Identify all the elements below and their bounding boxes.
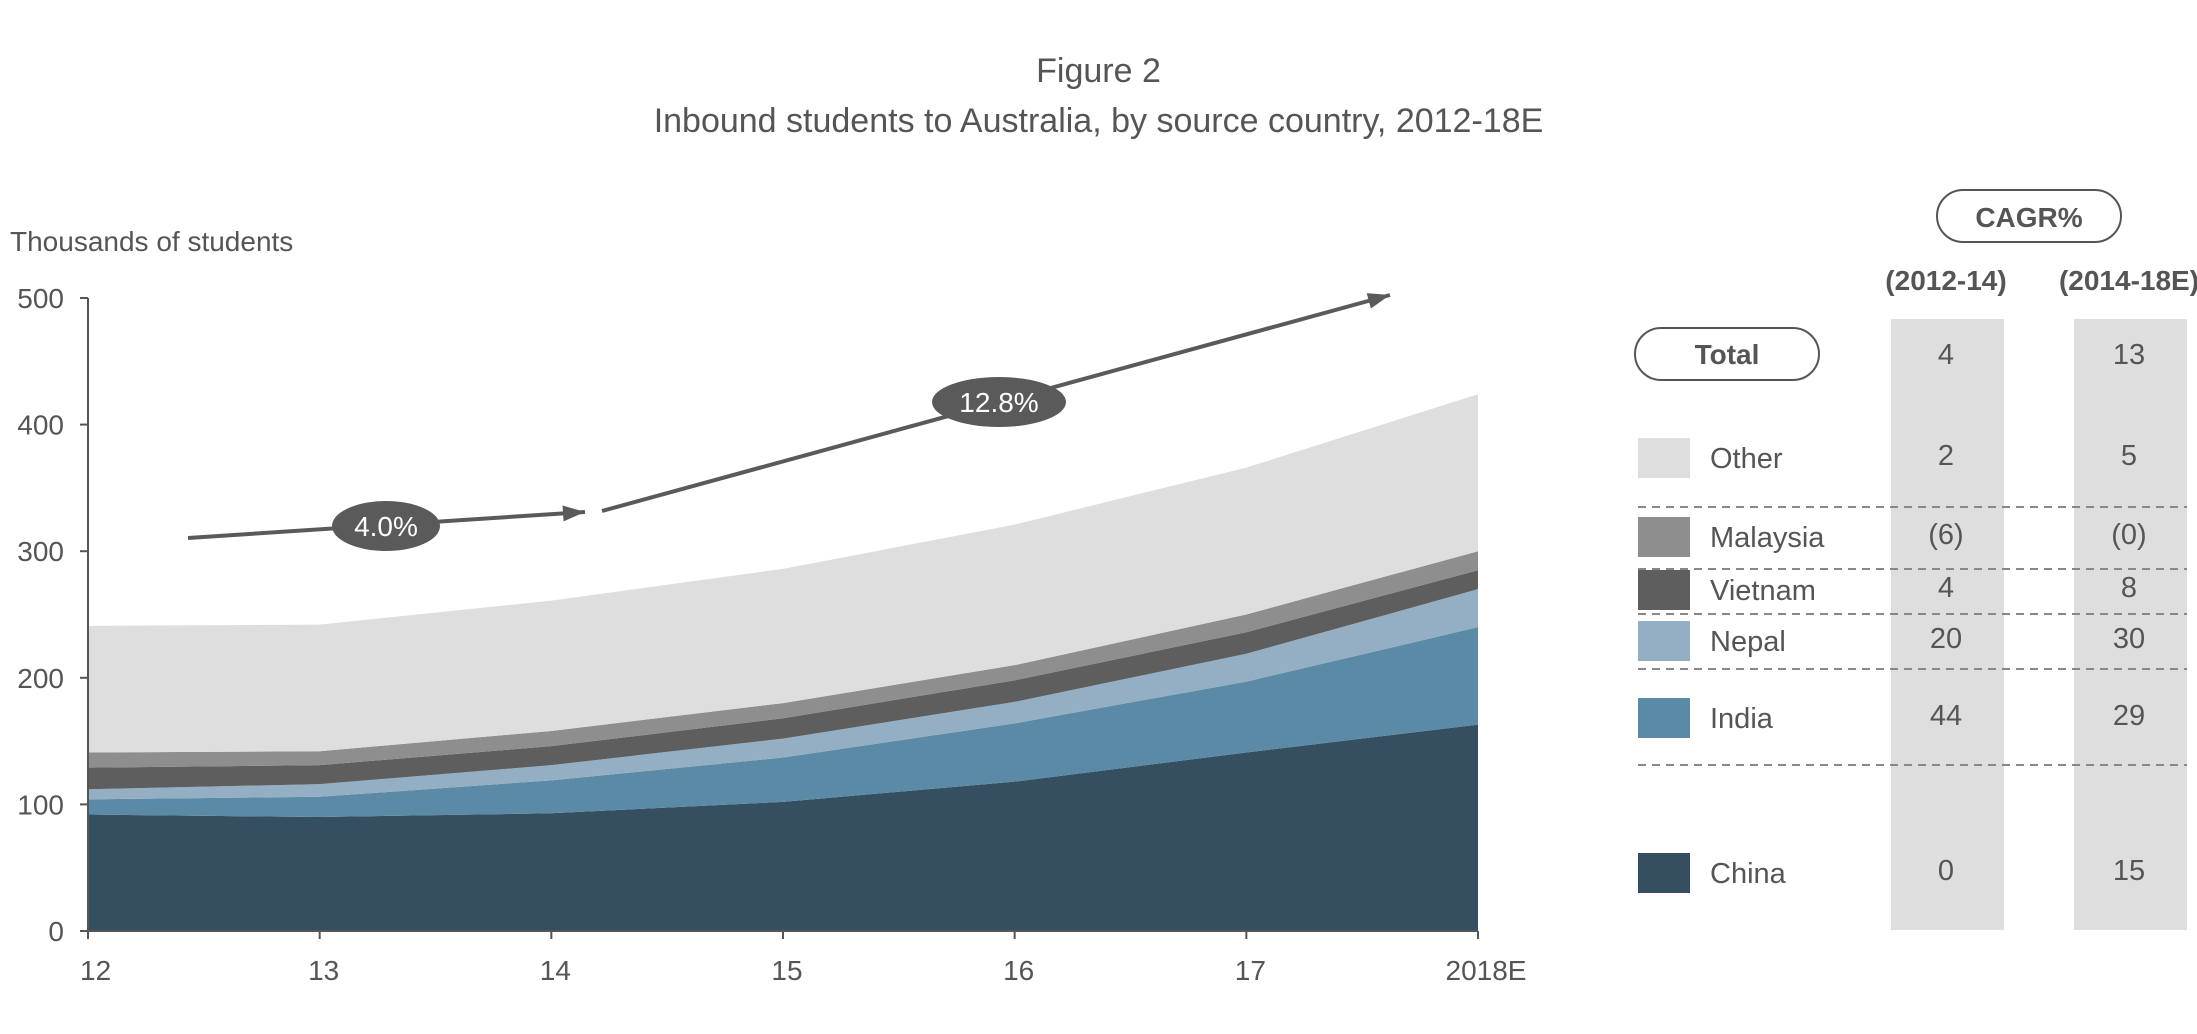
- legend-label-india: India: [1710, 703, 1774, 735]
- area-vietnam: [88, 570, 1478, 790]
- legend-label-malaysia: Malaysia: [1710, 522, 1825, 554]
- y-tick-label: 400: [17, 410, 64, 441]
- y-axis-label: Thousands of students: [10, 226, 293, 257]
- total-cagr-value: 4: [1938, 339, 1954, 371]
- area-china: [88, 724, 1478, 931]
- column-header: (2012-14): [1885, 265, 2006, 296]
- cagr-header-pill: [1936, 189, 2122, 243]
- cagr-value-other: 2: [1938, 440, 1954, 472]
- area-nepal: [88, 589, 1478, 800]
- x-tick-label: 15: [771, 955, 802, 986]
- y-tick-label: 100: [17, 789, 64, 820]
- cagr-header: CAGR%: [1975, 202, 2082, 233]
- cagr-annotation-2-bubble: [932, 377, 1066, 427]
- total-cagr-value: 13: [2113, 339, 2145, 371]
- legend-swatch-china: [1638, 853, 1690, 893]
- column-band-2012-14: [1891, 319, 2004, 930]
- x-tick-label: 13: [308, 955, 339, 986]
- x-tick-label: 16: [1003, 955, 1034, 986]
- cagr-value-china: 0: [1938, 855, 1954, 887]
- area-layers: [88, 394, 1478, 931]
- cagr-annotations: 4.0% 12.8%: [187, 293, 1391, 551]
- cagr-value-vietnam: 8: [2121, 572, 2137, 604]
- x-tick-label: 12: [80, 955, 111, 986]
- legend-swatch-other: [1638, 438, 1690, 478]
- cagr-value-vietnam: 4: [1938, 572, 1954, 604]
- cagr-value-china: 15: [2113, 855, 2145, 887]
- legend-label-china: China: [1710, 858, 1787, 890]
- y-tick-label: 500: [17, 283, 64, 314]
- legend-swatch-nepal: [1638, 621, 1690, 661]
- x-tick-label: 2018E: [1446, 955, 1527, 986]
- x-tick-label: 14: [540, 955, 571, 986]
- x-tick-label: 17: [1235, 955, 1266, 986]
- cagr-value-nepal: 30: [2113, 623, 2145, 655]
- cagr-arrow-2-head: [1366, 293, 1390, 309]
- cagr-arrow-1-head: [562, 505, 585, 522]
- cagr-value-malaysia: (0): [2111, 519, 2146, 551]
- area-india: [88, 627, 1478, 818]
- figure-title: Figure 2: [1036, 52, 1161, 90]
- y-tick-label: 300: [17, 536, 64, 567]
- cagr-value-india: 44: [1930, 700, 1962, 732]
- legend-label-vietnam: Vietnam: [1710, 575, 1816, 607]
- y-tick-label: 0: [48, 916, 64, 947]
- legend-label-other: Other: [1710, 443, 1783, 475]
- cagr-value-malaysia: (6): [1928, 519, 1963, 551]
- cagr-annotation-2-label: 12.8%: [959, 387, 1038, 418]
- axes: Thousands of students 0 100 200 300 400 500 12 1…: [10, 226, 1526, 986]
- legend-swatch-india: [1638, 698, 1690, 738]
- column-band-2014-18: [2074, 319, 2187, 930]
- column-header: (2014-18E): [2059, 265, 2197, 296]
- cagr-annotation-1-bubble: [332, 501, 440, 551]
- legend-swatch-vietnam: [1638, 570, 1690, 610]
- total-label: Total: [1695, 339, 1760, 370]
- cagr-table: CAGR% (2012-14) (2014-18E) Total 4 13 Other 2 5 M…: [1634, 189, 2197, 930]
- figure-subtitle: Inbound students to Australia, by source…: [653, 102, 1544, 140]
- legend-label-nepal: Nepal: [1710, 626, 1786, 658]
- cagr-value-india: 29: [2113, 700, 2145, 732]
- y-tick-label: 200: [17, 663, 64, 694]
- total-pill: [1634, 327, 1820, 381]
- legend-swatch-malaysia: [1638, 517, 1690, 557]
- cagr-value-nepal: 20: [1930, 623, 1962, 655]
- area-other: [88, 394, 1478, 753]
- cagr-annotation-1-label: 4.0%: [354, 511, 418, 542]
- cagr-value-other: 5: [2121, 440, 2137, 472]
